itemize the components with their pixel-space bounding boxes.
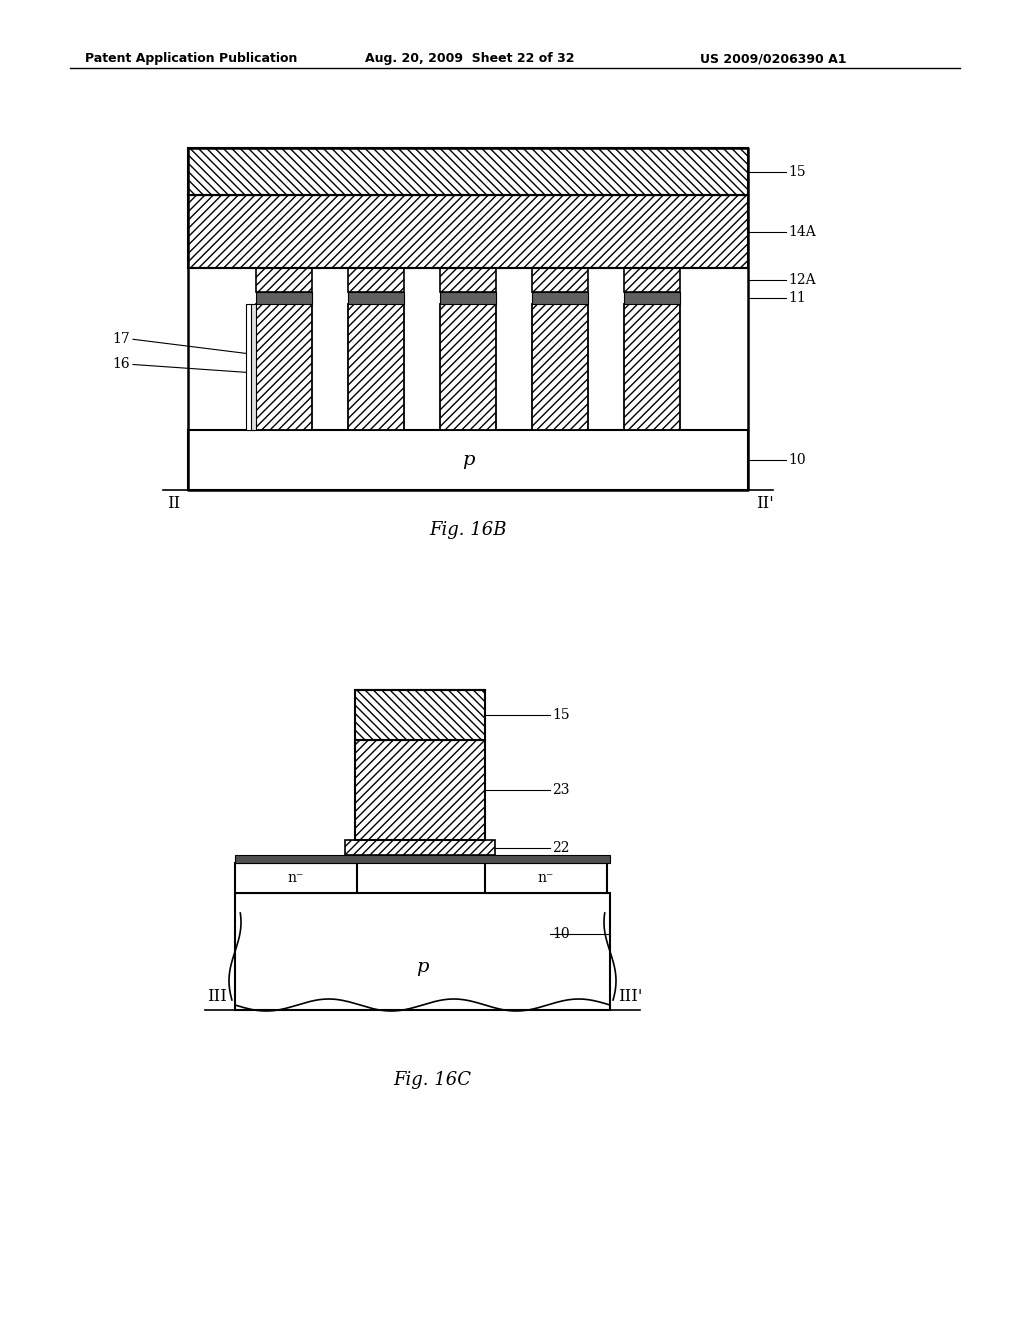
Text: p: p: [416, 957, 429, 975]
Text: Fig. 16B: Fig. 16B: [429, 521, 507, 539]
Bar: [256, 292, 312, 304]
Bar: [256, 304, 312, 430]
Bar: [355, 741, 485, 840]
Bar: [345, 840, 495, 855]
Text: 15: 15: [788, 165, 806, 178]
Bar: [532, 292, 588, 304]
Text: II: II: [167, 495, 180, 512]
Bar: [532, 268, 588, 292]
Text: p: p: [462, 451, 474, 469]
Bar: [246, 304, 252, 430]
Bar: [485, 863, 607, 894]
Bar: [624, 304, 680, 430]
Text: n⁻: n⁻: [288, 871, 304, 884]
Text: 14A: 14A: [788, 224, 816, 239]
Text: US 2009/0206390 A1: US 2009/0206390 A1: [700, 51, 847, 65]
Bar: [532, 304, 588, 430]
Text: 23: 23: [552, 783, 569, 797]
Text: 11: 11: [552, 861, 569, 874]
Bar: [188, 430, 748, 490]
Text: II': II': [756, 495, 774, 512]
Text: 15: 15: [552, 708, 569, 722]
Bar: [188, 148, 748, 195]
Text: Fig. 16C: Fig. 16C: [393, 1071, 471, 1089]
Text: 10: 10: [552, 927, 569, 941]
Bar: [348, 304, 404, 430]
Bar: [188, 195, 748, 268]
Text: 22: 22: [552, 841, 569, 854]
Bar: [234, 894, 610, 1010]
Text: 17: 17: [113, 333, 130, 346]
Bar: [251, 304, 256, 430]
Text: III': III': [618, 987, 642, 1005]
Bar: [440, 268, 496, 292]
Bar: [440, 304, 496, 430]
Bar: [234, 855, 610, 863]
Text: Aug. 20, 2009  Sheet 22 of 32: Aug. 20, 2009 Sheet 22 of 32: [365, 51, 574, 65]
Bar: [348, 292, 404, 304]
Bar: [355, 690, 485, 741]
Text: 16: 16: [113, 358, 130, 371]
Bar: [624, 268, 680, 292]
Bar: [234, 863, 357, 894]
Text: III: III: [207, 987, 227, 1005]
Bar: [256, 268, 312, 292]
Text: 10: 10: [788, 453, 806, 467]
Bar: [624, 292, 680, 304]
Text: Patent Application Publication: Patent Application Publication: [85, 51, 297, 65]
Text: n⁻: n⁻: [538, 871, 554, 884]
Bar: [348, 268, 404, 292]
Text: 12A: 12A: [788, 273, 816, 286]
Bar: [440, 292, 496, 304]
Text: 11: 11: [788, 290, 806, 305]
